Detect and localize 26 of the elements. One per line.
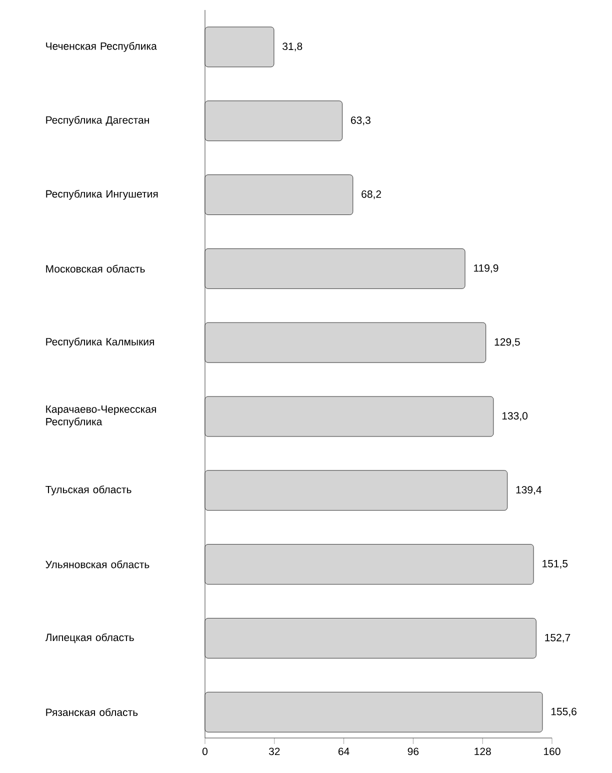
y-tick-label: Ульяновская область bbox=[46, 560, 150, 568]
y-tick-label: Республика Ингушетия bbox=[46, 190, 158, 200]
data-label: 155,6 bbox=[551, 708, 576, 716]
x-tick-label: 96 bbox=[408, 748, 419, 756]
x-tick-label: 64 bbox=[338, 748, 350, 756]
data-label: 31,8 bbox=[282, 42, 302, 52]
y-tick-label: Рязанская область bbox=[46, 708, 138, 716]
data-label: 139,4 bbox=[516, 486, 542, 495]
x-tick-label: 32 bbox=[268, 748, 280, 756]
y-tick-label: Тульская область bbox=[46, 485, 132, 496]
y-tick-label: Московская область bbox=[46, 264, 145, 273]
data-label: 129,5 bbox=[494, 338, 520, 347]
data-label: 133,0 bbox=[502, 412, 528, 421]
x-tick-label: 160 bbox=[544, 748, 560, 756]
data-label: 152,7 bbox=[545, 634, 570, 643]
y-tick-label: Республика Калмыкия bbox=[46, 338, 154, 348]
y-tick-label: Карачаево-Черкесская Республика bbox=[46, 406, 156, 428]
data-label: 63,3 bbox=[351, 116, 370, 126]
x-tick-label: 0 bbox=[202, 748, 208, 756]
data-label: 119,9 bbox=[474, 264, 498, 274]
y-tick-label: Чеченская Республика bbox=[46, 42, 157, 52]
x-tick-label: 128 bbox=[474, 748, 491, 756]
y-tick-label: Республика Дагестан bbox=[46, 116, 149, 126]
data-label: 151,5 bbox=[542, 560, 568, 569]
y-tick-label: Липецкая область bbox=[45, 633, 134, 644]
data-label: 68,2 bbox=[362, 190, 381, 200]
